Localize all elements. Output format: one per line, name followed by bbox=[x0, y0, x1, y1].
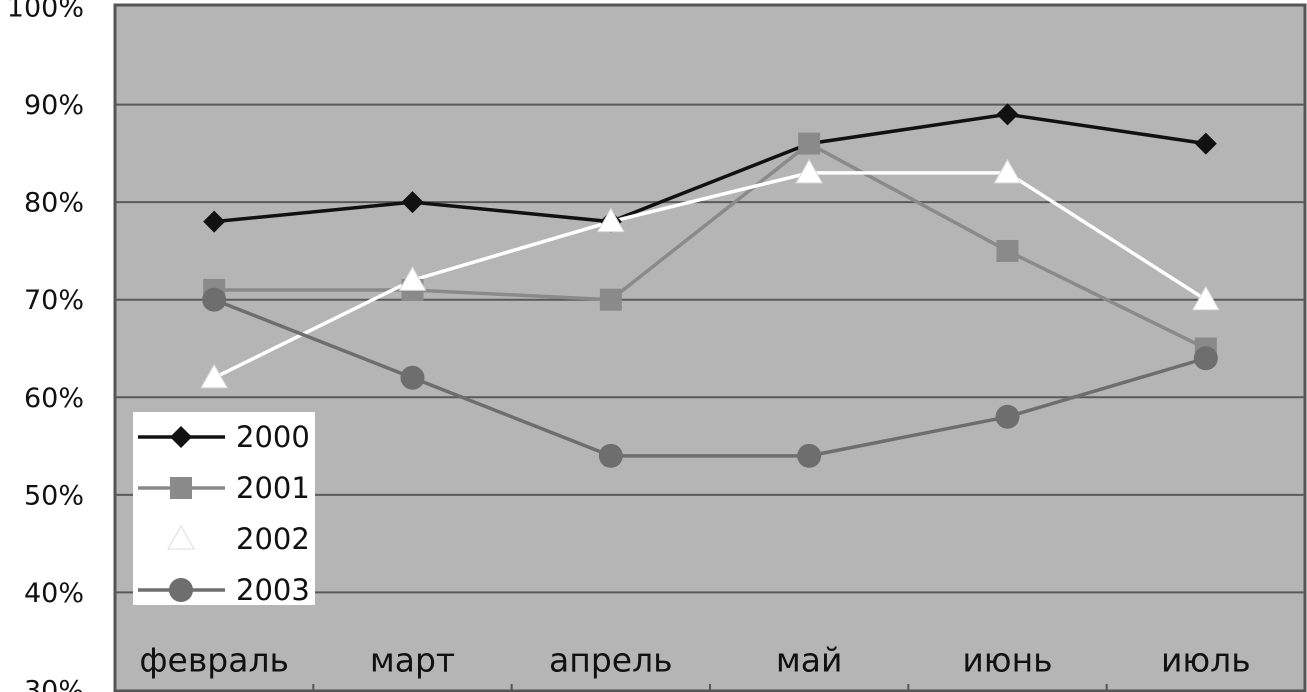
legend-label: 2000 bbox=[236, 420, 310, 454]
x-tick-label: апрель bbox=[549, 641, 673, 680]
legend-marker bbox=[170, 477, 192, 499]
x-tick-label: июнь bbox=[962, 641, 1052, 680]
y-tick-label: 50% bbox=[24, 480, 84, 511]
point bbox=[995, 404, 1020, 429]
legend-label: 2003 bbox=[236, 573, 310, 607]
point bbox=[596, 207, 625, 233]
legend-box bbox=[133, 412, 315, 605]
point bbox=[795, 158, 824, 184]
point bbox=[797, 443, 822, 468]
y-tick-label: 30% bbox=[24, 676, 84, 692]
y-tick-label: 100% bbox=[7, 0, 84, 24]
point bbox=[599, 288, 622, 311]
point bbox=[1193, 346, 1218, 371]
series-line bbox=[213, 171, 1207, 380]
legend-label: 2001 bbox=[236, 471, 310, 505]
point bbox=[993, 158, 1022, 184]
point bbox=[203, 210, 226, 233]
point bbox=[996, 239, 1019, 262]
y-tick-label: 60% bbox=[24, 383, 84, 414]
point bbox=[202, 287, 227, 312]
point bbox=[996, 103, 1019, 126]
point bbox=[200, 363, 229, 389]
series-line bbox=[213, 298, 1207, 458]
series-line bbox=[214, 141, 1207, 351]
point bbox=[401, 191, 424, 214]
legend-marker bbox=[167, 524, 195, 550]
legend-marker bbox=[169, 578, 193, 602]
point bbox=[598, 443, 623, 468]
y-tick-label: 80% bbox=[24, 188, 84, 219]
legend-marker bbox=[170, 426, 192, 448]
x-tick-label: февраль bbox=[139, 641, 289, 680]
point bbox=[1191, 285, 1220, 311]
point bbox=[398, 266, 427, 291]
point bbox=[798, 132, 821, 155]
point bbox=[400, 365, 425, 390]
legend-label: 2002 bbox=[236, 522, 310, 556]
x-tick-label: июль bbox=[1161, 641, 1251, 680]
y-tick-label: 70% bbox=[24, 285, 84, 316]
series-line bbox=[213, 112, 1207, 224]
y-tick-label: 90% bbox=[24, 90, 84, 121]
x-tick-label: май bbox=[776, 641, 843, 680]
x-tick-label: март bbox=[370, 641, 455, 680]
point bbox=[1194, 132, 1217, 155]
y-tick-label: 40% bbox=[24, 578, 84, 609]
